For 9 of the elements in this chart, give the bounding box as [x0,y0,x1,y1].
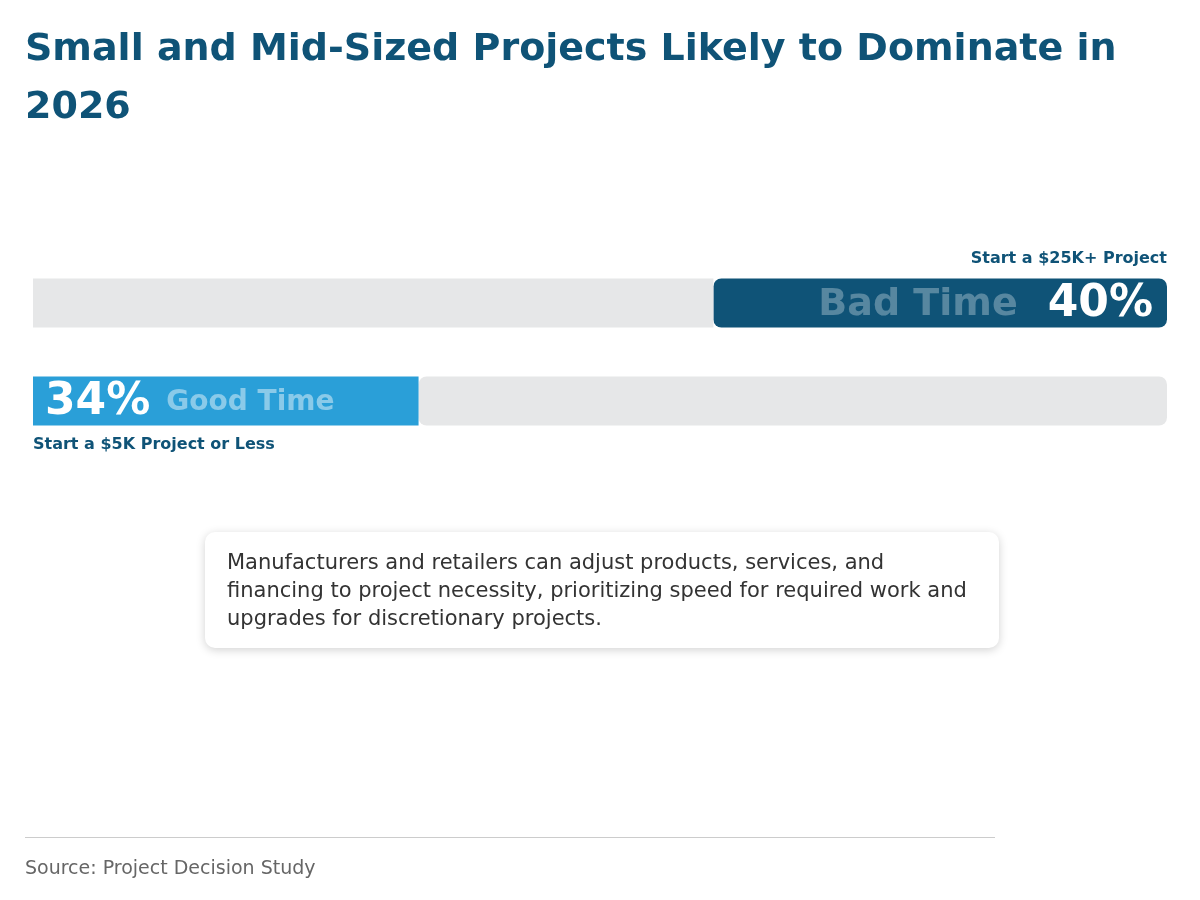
text: Manufacturers and retailers can adjust products, services, and financing to project necessity, prioritizing speed for required work and upgrades for discretionary projects. [205,532,999,648]
data-label: 40% [1047,275,1153,327]
y-tick-label: Start a $25K+ Project [970,248,1168,268]
annotation: Bad Time [818,279,1018,324]
data-label: 34% [45,373,151,425]
y-tick-label: Start a $5K Project or Less [33,434,275,454]
annotation: Good Time [166,384,335,418]
source-note: Source: Project Decision Study [25,856,316,878]
chart-title: Small and Mid-Sized Projects Likely to Dominate in 2026 [25,24,1118,129]
